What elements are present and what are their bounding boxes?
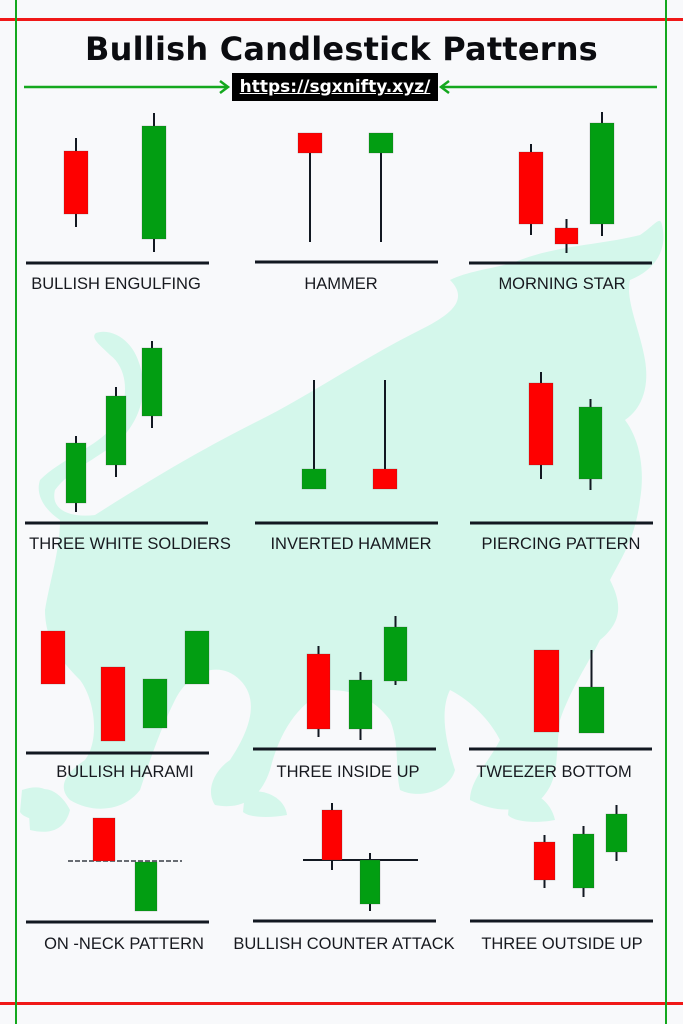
pattern-label-on-neck-pattern: ON -NECK PATTERN: [44, 935, 204, 953]
bullish-candle: [348, 672, 373, 740]
candle-body: [533, 841, 556, 881]
bullish-candle: [589, 112, 615, 236]
bullish-candle: [105, 387, 127, 477]
pattern-label-three-inside-up: THREE INSIDE UP: [276, 763, 420, 781]
bullish-candle: [65, 436, 87, 512]
candle-body: [533, 649, 560, 733]
bearish-candle: [306, 646, 331, 737]
arrow-right-icon: [24, 80, 231, 94]
bullish-candle: [578, 650, 605, 734]
candle-body: [63, 150, 89, 215]
pattern-inverted-hammer: [255, 380, 438, 525]
candle-body: [589, 122, 615, 225]
candle-body: [301, 468, 327, 490]
website-url-link[interactable]: https://sgxnifty.xyz/: [232, 73, 438, 101]
bullish-candle: [605, 805, 628, 861]
candle-body: [142, 678, 168, 729]
pattern-label-three-outside-up: THREE OUTSIDE UP: [481, 935, 643, 953]
bullish-candle: [578, 399, 603, 490]
candle-body: [92, 817, 116, 862]
pattern-bullish-engulfing: [26, 113, 209, 265]
bearish-candle: [92, 817, 116, 862]
pattern-hammer: [255, 132, 438, 264]
pattern-bullish-counter-attack: [253, 803, 436, 923]
candle-body: [383, 626, 408, 682]
candle-body: [141, 347, 163, 417]
bullish-candle: [572, 826, 595, 897]
page-title: Bullish Candlestick Patterns: [85, 30, 598, 68]
bearish-candle: [40, 630, 66, 685]
pattern-label-three-white-soldiers: THREE WHITE SOLDIERS: [29, 535, 231, 553]
bullish-candle: [184, 630, 210, 685]
pattern-tweezer-bottom: [469, 649, 652, 751]
right-green-border: [665, 0, 667, 1024]
bearish-candle: [372, 380, 398, 490]
bearish-candle: [63, 138, 89, 227]
candle-body: [518, 151, 544, 225]
bearish-candle: [297, 132, 323, 242]
candle-body: [578, 686, 605, 734]
bull-hoof-shape-2: [243, 791, 287, 817]
bearish-candle: [554, 219, 579, 253]
candle-body: [141, 125, 167, 240]
pattern-label-piercing-pattern: PIERCING PATTERN: [481, 535, 641, 553]
candle-body: [528, 382, 554, 466]
pattern-label-morning-star: MORNING STAR: [498, 275, 626, 293]
pattern-three-inside-up: [253, 616, 436, 751]
pattern-three-outside-up: [470, 805, 653, 923]
candle-body: [368, 132, 394, 154]
candle-body: [100, 666, 126, 742]
candle-body: [348, 679, 373, 730]
bullish-candle: [141, 341, 163, 428]
candle-body: [105, 395, 127, 466]
candle-body: [65, 442, 87, 504]
pattern-label-bullish-harami: BULLISH HARAMI: [56, 763, 194, 781]
bullish-candle: [359, 853, 381, 911]
candle-body: [40, 630, 66, 685]
arrow-left-icon: [438, 80, 657, 94]
bull-hoof-shape: [20, 787, 59, 821]
candle-body: [578, 406, 603, 480]
pattern-piercing-pattern: [470, 372, 653, 525]
bearish-candle: [533, 649, 560, 733]
bullish-candle: [368, 132, 394, 242]
bearish-candle: [533, 835, 556, 888]
candle-body: [321, 809, 343, 861]
bearish-candle: [100, 666, 126, 742]
candle-body: [306, 653, 331, 730]
candle-body: [372, 468, 398, 490]
bottom-red-border: [0, 1002, 683, 1005]
candle-body: [554, 227, 579, 245]
bullish-candle: [383, 616, 408, 685]
bearish-candle: [321, 803, 343, 870]
candle-body: [605, 813, 628, 853]
candle-body: [359, 859, 381, 905]
candle-body: [134, 861, 158, 912]
bullish-candle: [141, 113, 167, 252]
bull-hoof-shape-3: [508, 791, 555, 822]
candle-body: [572, 833, 595, 889]
top-red-border: [0, 18, 683, 21]
pattern-label-bullish-engulfing: BULLISH ENGULFING: [31, 275, 201, 293]
pattern-bullish-harami: [26, 630, 210, 755]
bullish-candle: [301, 380, 327, 490]
candle-body: [184, 630, 210, 685]
pattern-on-neck-pattern: [26, 817, 209, 924]
left-green-border: [15, 0, 17, 1024]
pattern-morning-star: [469, 112, 652, 265]
candle-body: [297, 132, 323, 154]
pattern-label-tweezer-bottom: TWEEZER BOTTOM: [476, 763, 632, 781]
pattern-three-white-soldiers: [25, 341, 208, 525]
bearish-candle: [528, 372, 554, 479]
bullish-candle: [142, 678, 168, 729]
pattern-label-inverted-hammer: INVERTED HAMMER: [270, 535, 432, 553]
bearish-candle: [518, 144, 544, 235]
bullish-candle: [134, 861, 158, 912]
pattern-label-hammer: HAMMER: [304, 275, 378, 293]
pattern-label-bullish-counter-attack: BULLISH COUNTER ATTACK: [233, 935, 455, 953]
